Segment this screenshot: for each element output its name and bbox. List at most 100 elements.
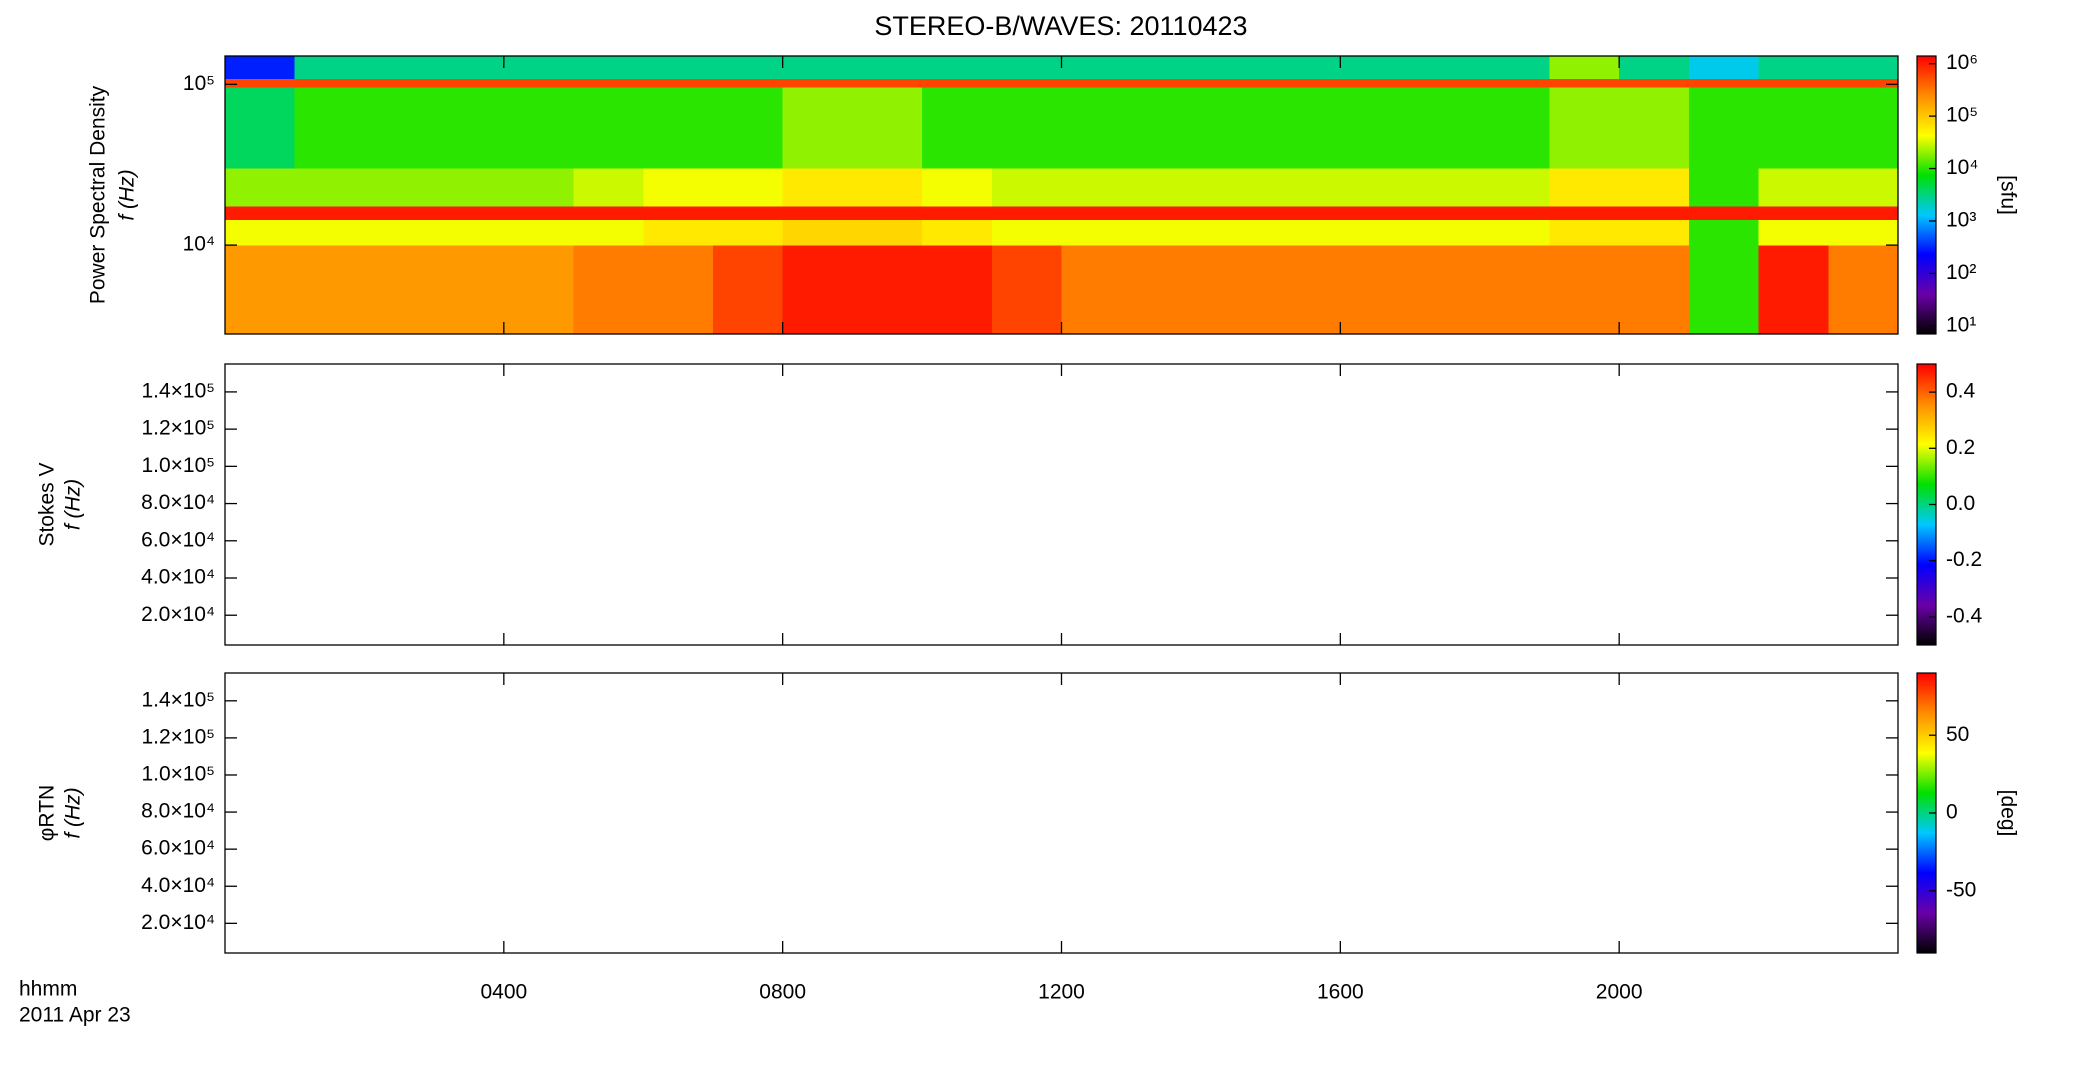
colorbar-tick-label: 10¹ [1946, 313, 1976, 336]
heatmap-cell [364, 206, 435, 220]
colorbar-tick-label: 10⁴ [1946, 156, 1978, 179]
y-axis-label: f (Hz) [62, 787, 85, 838]
heatmap-cell [1061, 245, 1132, 335]
heatmap-cell [1340, 219, 1411, 246]
heatmap-cell [1200, 219, 1272, 246]
heatmap-cell [782, 56, 853, 80]
heatmap-cell [1828, 219, 1899, 246]
heatmap-cell [1061, 206, 1132, 220]
heatmap-cell [1688, 219, 1760, 246]
heatmap-cell [1131, 87, 1202, 169]
heatmap-cell [1340, 168, 1411, 207]
heatmap-cell [1340, 245, 1411, 335]
heatmap-cell [1688, 56, 1760, 80]
date-label: 2011 Apr 23 [19, 1004, 131, 1027]
plot-frame [224, 363, 1899, 646]
y-tick-label: 1.2×10⁵ [141, 725, 215, 748]
heatmap-cell [1131, 219, 1202, 246]
heatmap-cell [1131, 206, 1202, 220]
heatmap-cell [1270, 56, 1341, 80]
heatmap-cell [434, 168, 505, 207]
heatmap-cell [991, 245, 1062, 335]
colorbar-tick-label: 0.0 [1946, 492, 1975, 515]
heatmap-cell [225, 87, 296, 169]
heatmap-cell [1131, 168, 1202, 207]
heatmap-cell [1061, 87, 1132, 169]
colorbar-label: [deg] [1996, 790, 2019, 837]
heatmap-cell [643, 245, 714, 335]
heatmap-cell [852, 56, 923, 80]
colorbar-tick-label: 10⁶ [1946, 51, 1978, 74]
heatmap-cell [1270, 78, 1341, 88]
heatmap-cell [364, 168, 435, 207]
heatmap-cell [922, 56, 993, 80]
heatmap-cell [852, 219, 923, 246]
heatmap-cell [852, 87, 923, 169]
heatmap-cell [434, 219, 505, 246]
heatmap-cell [294, 56, 365, 80]
heatmap-cell [434, 87, 505, 169]
y-tick-label: 4.0×10⁴ [141, 566, 215, 589]
y-tick-label: 6.0×10⁴ [141, 837, 215, 860]
heatmap-cell [643, 168, 714, 207]
heatmap-cell [1479, 168, 1550, 207]
heatmap-cell [1061, 56, 1132, 80]
heatmap-cell [294, 245, 365, 335]
heatmap-cell [364, 87, 435, 169]
heatmap-cell [503, 219, 575, 246]
heatmap-cell [1340, 78, 1411, 88]
heatmap-cell [503, 245, 575, 335]
heatmap-cell [294, 87, 365, 169]
heatmap-cell [1549, 56, 1620, 80]
heatmap-cell [225, 219, 296, 246]
y-tick-label: 10⁴ [183, 233, 215, 256]
heatmap-cell [1828, 245, 1899, 335]
colorbar [1916, 55, 1937, 335]
y-tick-label: 1.2×10⁵ [141, 417, 215, 440]
heatmap-cell [1758, 87, 1829, 169]
heatmap-cell [643, 219, 714, 246]
heatmap-cell [922, 78, 993, 88]
heatmap-cell [991, 168, 1062, 207]
heatmap-cell [294, 206, 365, 220]
heatmap-cell [782, 78, 853, 88]
heatmap-cell [991, 206, 1062, 220]
heatmap-cell [1410, 87, 1481, 169]
heatmap-cell [852, 245, 923, 335]
heatmap-cell [1549, 78, 1620, 88]
colorbar-tick-label: 10³ [1946, 209, 1976, 232]
colorbar-tick-label: 10⁵ [1946, 104, 1978, 127]
heatmap-cell [1758, 245, 1829, 335]
y-tick-label: 1.0×10⁵ [141, 763, 215, 786]
heatmap-cell [225, 168, 296, 207]
panel: 2.0×10⁴ 4.0×10⁴ 6.0×10⁴ 8.0×10⁴ 1.0×10⁵ 1.2×1… [36, 672, 2019, 1004]
heatmap-cell [573, 168, 644, 207]
heatmap-cell [643, 87, 714, 169]
heatmap-cell [782, 87, 853, 169]
heatmap-cell [1340, 56, 1411, 80]
heatmap-cell [1828, 56, 1899, 80]
heatmap-cell [922, 87, 993, 169]
heatmap-cell [573, 78, 644, 88]
heatmap-cell [573, 219, 644, 246]
heatmap-cell [1619, 78, 1690, 88]
heatmap-cell [712, 245, 784, 335]
heatmap-cell [573, 245, 644, 335]
heatmap-cell [1549, 168, 1620, 207]
heatmap-cell [991, 219, 1062, 246]
y-axis-label: f (Hz) [116, 169, 139, 220]
heatmap-cell [1410, 245, 1481, 335]
heatmap-cell [782, 219, 853, 246]
heatmap-cell [1410, 56, 1481, 80]
heatmap-cell [364, 219, 435, 246]
heatmap-cell [1688, 206, 1760, 220]
y-tick-label: 1.4×10⁵ [141, 688, 215, 711]
heatmap-cell [1619, 168, 1690, 207]
heatmap-cell [225, 78, 296, 88]
heatmap-cell [1200, 56, 1272, 80]
heatmap-cell [1479, 78, 1550, 88]
heatmap-cell [1619, 87, 1690, 169]
heatmap-cell [1061, 168, 1132, 207]
heatmap-cell [503, 87, 575, 169]
